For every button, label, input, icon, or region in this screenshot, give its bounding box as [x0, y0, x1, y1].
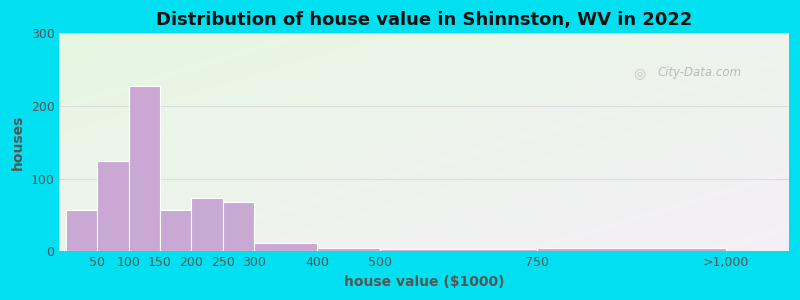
Bar	[97, 160, 129, 251]
Bar	[223, 202, 254, 251]
Bar	[254, 243, 318, 251]
Text: ◎: ◎	[634, 66, 646, 80]
Text: City-Data.com: City-Data.com	[658, 66, 742, 79]
Bar	[538, 248, 726, 251]
Bar	[160, 210, 191, 251]
Title: Distribution of house value in Shinnston, WV in 2022: Distribution of house value in Shinnston…	[156, 11, 692, 29]
Bar	[66, 210, 97, 251]
X-axis label: house value ($1000): house value ($1000)	[344, 275, 504, 289]
Bar	[191, 198, 223, 251]
Bar	[380, 249, 538, 251]
Bar	[129, 86, 160, 251]
Bar	[318, 248, 380, 251]
Y-axis label: houses: houses	[11, 115, 25, 170]
